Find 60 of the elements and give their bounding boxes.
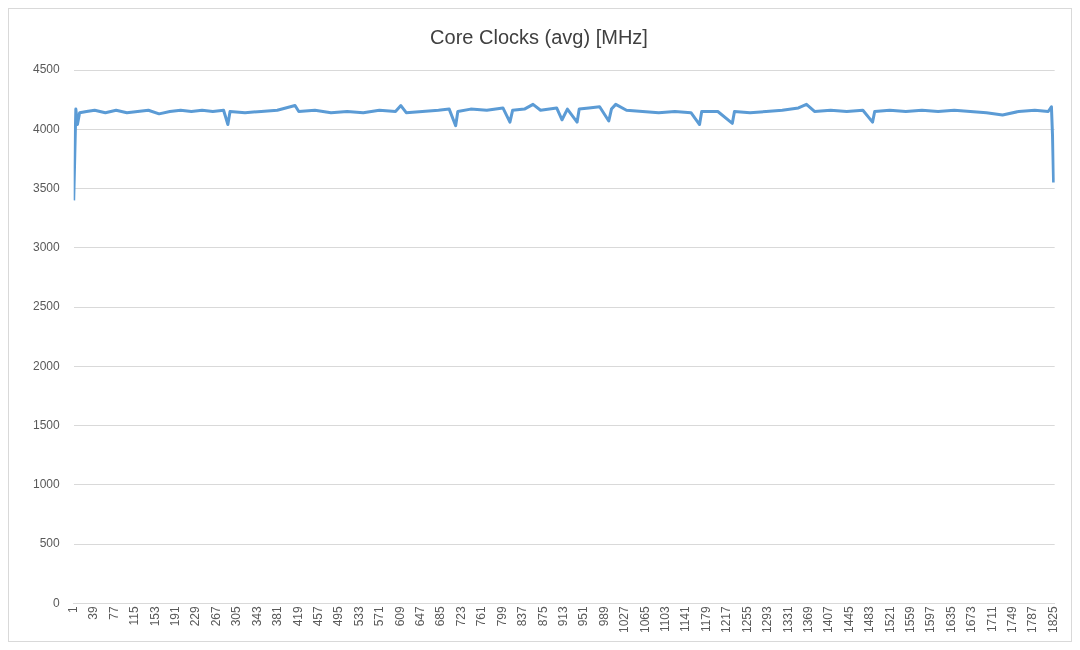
- x-tick-label: 1065: [637, 605, 652, 634]
- x-tick-label: 989: [596, 605, 611, 627]
- y-tick-label: 2000: [32, 358, 61, 373]
- x-tick-label: 77: [106, 605, 121, 620]
- y-tick-label: 3000: [32, 240, 61, 255]
- x-tick-label: 533: [351, 605, 366, 627]
- y-tick-label: 4500: [32, 62, 61, 77]
- x-tick-label: 1673: [964, 605, 979, 634]
- x-tick-label: 1255: [739, 605, 754, 634]
- x-tick-label: 1559: [903, 605, 917, 634]
- x-tick-label: 1217: [719, 605, 734, 634]
- x-tick-label: 305: [229, 605, 244, 627]
- x-tick-label: 343: [249, 605, 264, 627]
- x-tick-label: 191: [168, 605, 183, 627]
- x-tick-label: 1103: [658, 605, 673, 633]
- x-tick-label: 1825: [1045, 605, 1060, 634]
- y-tick-label: 0: [53, 595, 61, 610]
- x-tick-label: 1141: [678, 605, 693, 633]
- x-tick-label: 1635: [943, 605, 958, 634]
- x-tick-label: 1331: [780, 605, 795, 634]
- y-tick-label: 1000: [32, 477, 61, 492]
- x-tick-label: 1027: [617, 605, 632, 634]
- x-tick-label: 837: [515, 605, 530, 627]
- y-tick-label: 2500: [32, 299, 61, 314]
- x-tick-label: 913: [555, 605, 570, 627]
- x-tick-label: 457: [310, 605, 325, 627]
- x-tick-label: 647: [413, 605, 428, 627]
- x-tick-label: 571: [372, 605, 387, 627]
- x-tick-label: 1179: [698, 605, 713, 633]
- x-tick-label: 267: [208, 605, 223, 627]
- x-tick-label: 381: [270, 605, 285, 627]
- x-tick-label: 875: [535, 605, 550, 627]
- y-tick-label: 4000: [32, 121, 61, 136]
- chart-title: Core Clocks (avg) [MHz]: [430, 25, 648, 48]
- x-tick-label: 1293: [760, 605, 775, 634]
- x-tick-label: 1787: [1025, 605, 1040, 634]
- x-tick-label: 229: [188, 605, 203, 627]
- x-tick-label: 723: [453, 605, 468, 627]
- y-tick-label: 500: [39, 536, 61, 551]
- x-tick-label: 951: [576, 605, 591, 627]
- x-tick-label: 1: [66, 605, 81, 613]
- x-tick-label: 609: [392, 605, 407, 627]
- x-tick-label: 115: [127, 605, 142, 626]
- y-tick-label: 3500: [32, 180, 61, 195]
- x-tick-label: 1711: [984, 605, 999, 633]
- x-tick-label: 761: [474, 605, 489, 627]
- x-tick-label: 153: [147, 605, 162, 627]
- y-tick-label: 1500: [32, 417, 61, 432]
- x-tick-label: 1369: [800, 605, 815, 634]
- x-tick-label: 39: [86, 605, 101, 620]
- x-tick-label: 685: [433, 605, 448, 627]
- x-tick-label: 1749: [1005, 605, 1020, 634]
- x-tick-label: 1483: [862, 605, 877, 634]
- x-tick-label: 1521: [882, 605, 897, 634]
- x-tick-label: 419: [290, 605, 305, 627]
- x-tick-label: 1445: [841, 605, 856, 634]
- x-tick-label: 495: [331, 605, 346, 627]
- x-tick-label: 1407: [821, 605, 836, 634]
- x-tick-label: 799: [494, 605, 509, 627]
- x-tick-label: 1597: [923, 605, 938, 634]
